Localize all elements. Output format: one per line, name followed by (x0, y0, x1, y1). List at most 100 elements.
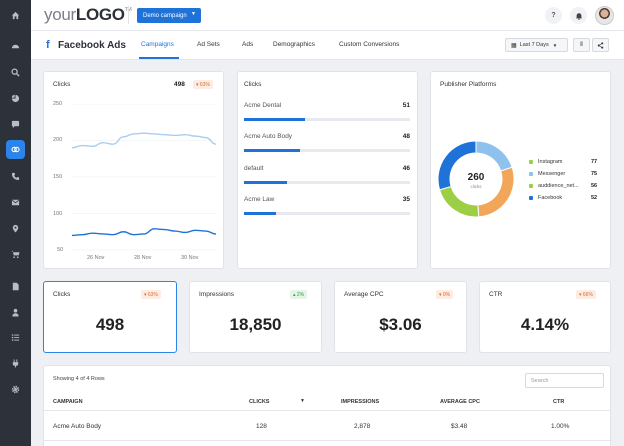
divider (44, 440, 610, 441)
dashboard-icon[interactable] (8, 39, 23, 54)
sort-desc-icon[interactable]: ▼ (300, 398, 305, 404)
legend-item: Facebook (529, 195, 562, 201)
pie-chart-icon[interactable] (8, 91, 23, 106)
y-tick-label: 100 (53, 211, 63, 217)
kpi-card-impressions[interactable]: Impressions ▴ 2% 18,850 (189, 281, 322, 353)
legend-item: auddience_net... (529, 183, 579, 189)
kpi-title: CTR (489, 291, 503, 298)
bar-track (244, 149, 410, 152)
kpi-card-clicks[interactable]: Clicks ▾ 63% 498 (43, 281, 177, 353)
mail-icon[interactable] (8, 195, 23, 210)
donut-slice[interactable] (475, 140, 513, 172)
series-line-previous (72, 132, 216, 149)
settings-icon[interactable] (8, 382, 23, 397)
legend-value: 75 (591, 171, 598, 177)
columns-button[interactable]: ⦀ (573, 38, 590, 52)
column-header-campaign[interactable]: CAMPAIGN (53, 399, 83, 405)
kpi-value: 18,850 (229, 315, 282, 334)
tab-demographics[interactable]: Demographics (273, 41, 315, 48)
campaign-label: Acme Law (244, 196, 275, 203)
column-header-clicks[interactable]: CLICKS (249, 399, 270, 405)
kpi-title: Impressions (199, 291, 235, 298)
delta-badge: ▾ 63% (193, 80, 213, 89)
kpi-title: Clicks (53, 291, 71, 298)
publisher-platforms-card: Publisher Platforms 260 clicks Instagram… (430, 71, 611, 269)
delta-badge: ▴ 2% (290, 290, 308, 299)
campaign-selector-button[interactable]: Demo campaign ▼ (137, 8, 201, 23)
document-icon[interactable] (8, 279, 23, 294)
y-tick-label: 50 (57, 247, 64, 253)
donut-slice[interactable] (437, 140, 477, 191)
divider (44, 410, 610, 411)
share-icon (597, 41, 604, 49)
avatar[interactable] (595, 6, 614, 25)
top-bar: yourLOGOTM Demo campaign ▼ ? (31, 0, 624, 31)
tab-ads[interactable]: Ads (242, 41, 254, 48)
plug-icon[interactable] (8, 356, 23, 371)
search-icon[interactable] (8, 65, 23, 80)
notifications-button[interactable] (570, 7, 587, 24)
campaign-label: default (244, 165, 264, 172)
brand-logo[interactable]: yourLOGOTM (44, 5, 132, 24)
share-button[interactable] (592, 38, 609, 52)
table-cell-campaign: Acme Auto Body (53, 423, 102, 430)
clicks-by-campaign-card: Clicks Acme Dental 51 Acme Auto Body 48 … (237, 71, 418, 269)
bar-track (244, 212, 410, 215)
legend-swatch (529, 172, 533, 176)
donut-total: 260 (467, 172, 485, 183)
date-range-label: Last 7 Days (519, 42, 549, 48)
bar-fill (244, 212, 276, 215)
campaign-value: 48 (402, 133, 410, 140)
legend-swatch (529, 160, 533, 164)
table-cell-clicks: 128 (256, 423, 267, 430)
kpi-title: Average CPC (344, 291, 384, 298)
card-value: 498 (174, 81, 185, 88)
x-tick-label: 30 Nov (181, 255, 199, 261)
page-header: f Facebook Ads Campaigns Ad Sets Ads Dem… (31, 31, 624, 60)
y-tick-label: 200 (53, 137, 63, 143)
page-title: Facebook Ads (58, 40, 126, 51)
date-range-button[interactable]: ▦ Last 7 Days ▼ (505, 38, 568, 52)
help-button[interactable]: ? (545, 7, 562, 24)
kpi-card-average-cpc[interactable]: Average CPC ▾ 0% $3.06 (334, 281, 467, 353)
campaign-label: Acme Auto Body (244, 133, 293, 140)
donut-slice[interactable] (438, 185, 480, 218)
calendar-icon: ▦ (511, 42, 517, 49)
chat-icon[interactable] (8, 117, 23, 132)
column-header-average-cpc[interactable]: AVERAGE CPC (440, 399, 480, 405)
columns-icon: ⦀ (580, 41, 583, 48)
legend-value: 52 (591, 195, 598, 201)
cart-icon[interactable] (8, 247, 23, 262)
integrations-icon[interactable] (6, 140, 25, 159)
x-tick-label: 28 Nov (134, 255, 152, 261)
facebook-icon: f (46, 39, 50, 51)
card-title: Clicks (244, 81, 262, 88)
delta-badge: ▾ 63% (141, 290, 161, 299)
clicks-line-chart (72, 104, 216, 251)
tab-ad-sets[interactable]: Ad Sets (197, 41, 220, 48)
search-placeholder: Search (531, 377, 549, 384)
x-tick-label: 26 Nov (87, 255, 105, 261)
location-icon[interactable] (8, 221, 23, 236)
phone-icon[interactable] (8, 169, 23, 184)
table-cell-ctr: 1.00% (551, 423, 570, 430)
campaign-table-card: Showing 4 of 4 Rows Search CAMPAIGN CLIC… (43, 365, 611, 446)
column-header-ctr[interactable]: CTR (553, 399, 565, 405)
legend-swatch (529, 196, 533, 200)
donut-total-label: clicks (470, 184, 482, 189)
legend-value: 77 (591, 159, 598, 165)
chevron-down-icon: ▼ (191, 11, 196, 17)
home-icon[interactable] (8, 8, 23, 23)
left-nav (0, 0, 31, 446)
campaign-selector-label: Demo campaign (143, 12, 187, 19)
kpi-card-ctr[interactable]: CTR ▾ 66% 4.14% (479, 281, 611, 353)
column-header-impressions[interactable]: IMPRESSIONS (341, 399, 380, 405)
legend-item: Messenger (529, 171, 565, 177)
y-tick-label: 150 (53, 174, 63, 180)
tab-custom-conversions[interactable]: Custom Conversions (339, 41, 400, 48)
user-icon[interactable] (8, 305, 23, 320)
list-icon[interactable] (8, 330, 23, 345)
bell-icon (575, 12, 582, 20)
tab-campaigns[interactable]: Campaigns (141, 41, 174, 48)
search-input[interactable]: Search (525, 373, 604, 388)
